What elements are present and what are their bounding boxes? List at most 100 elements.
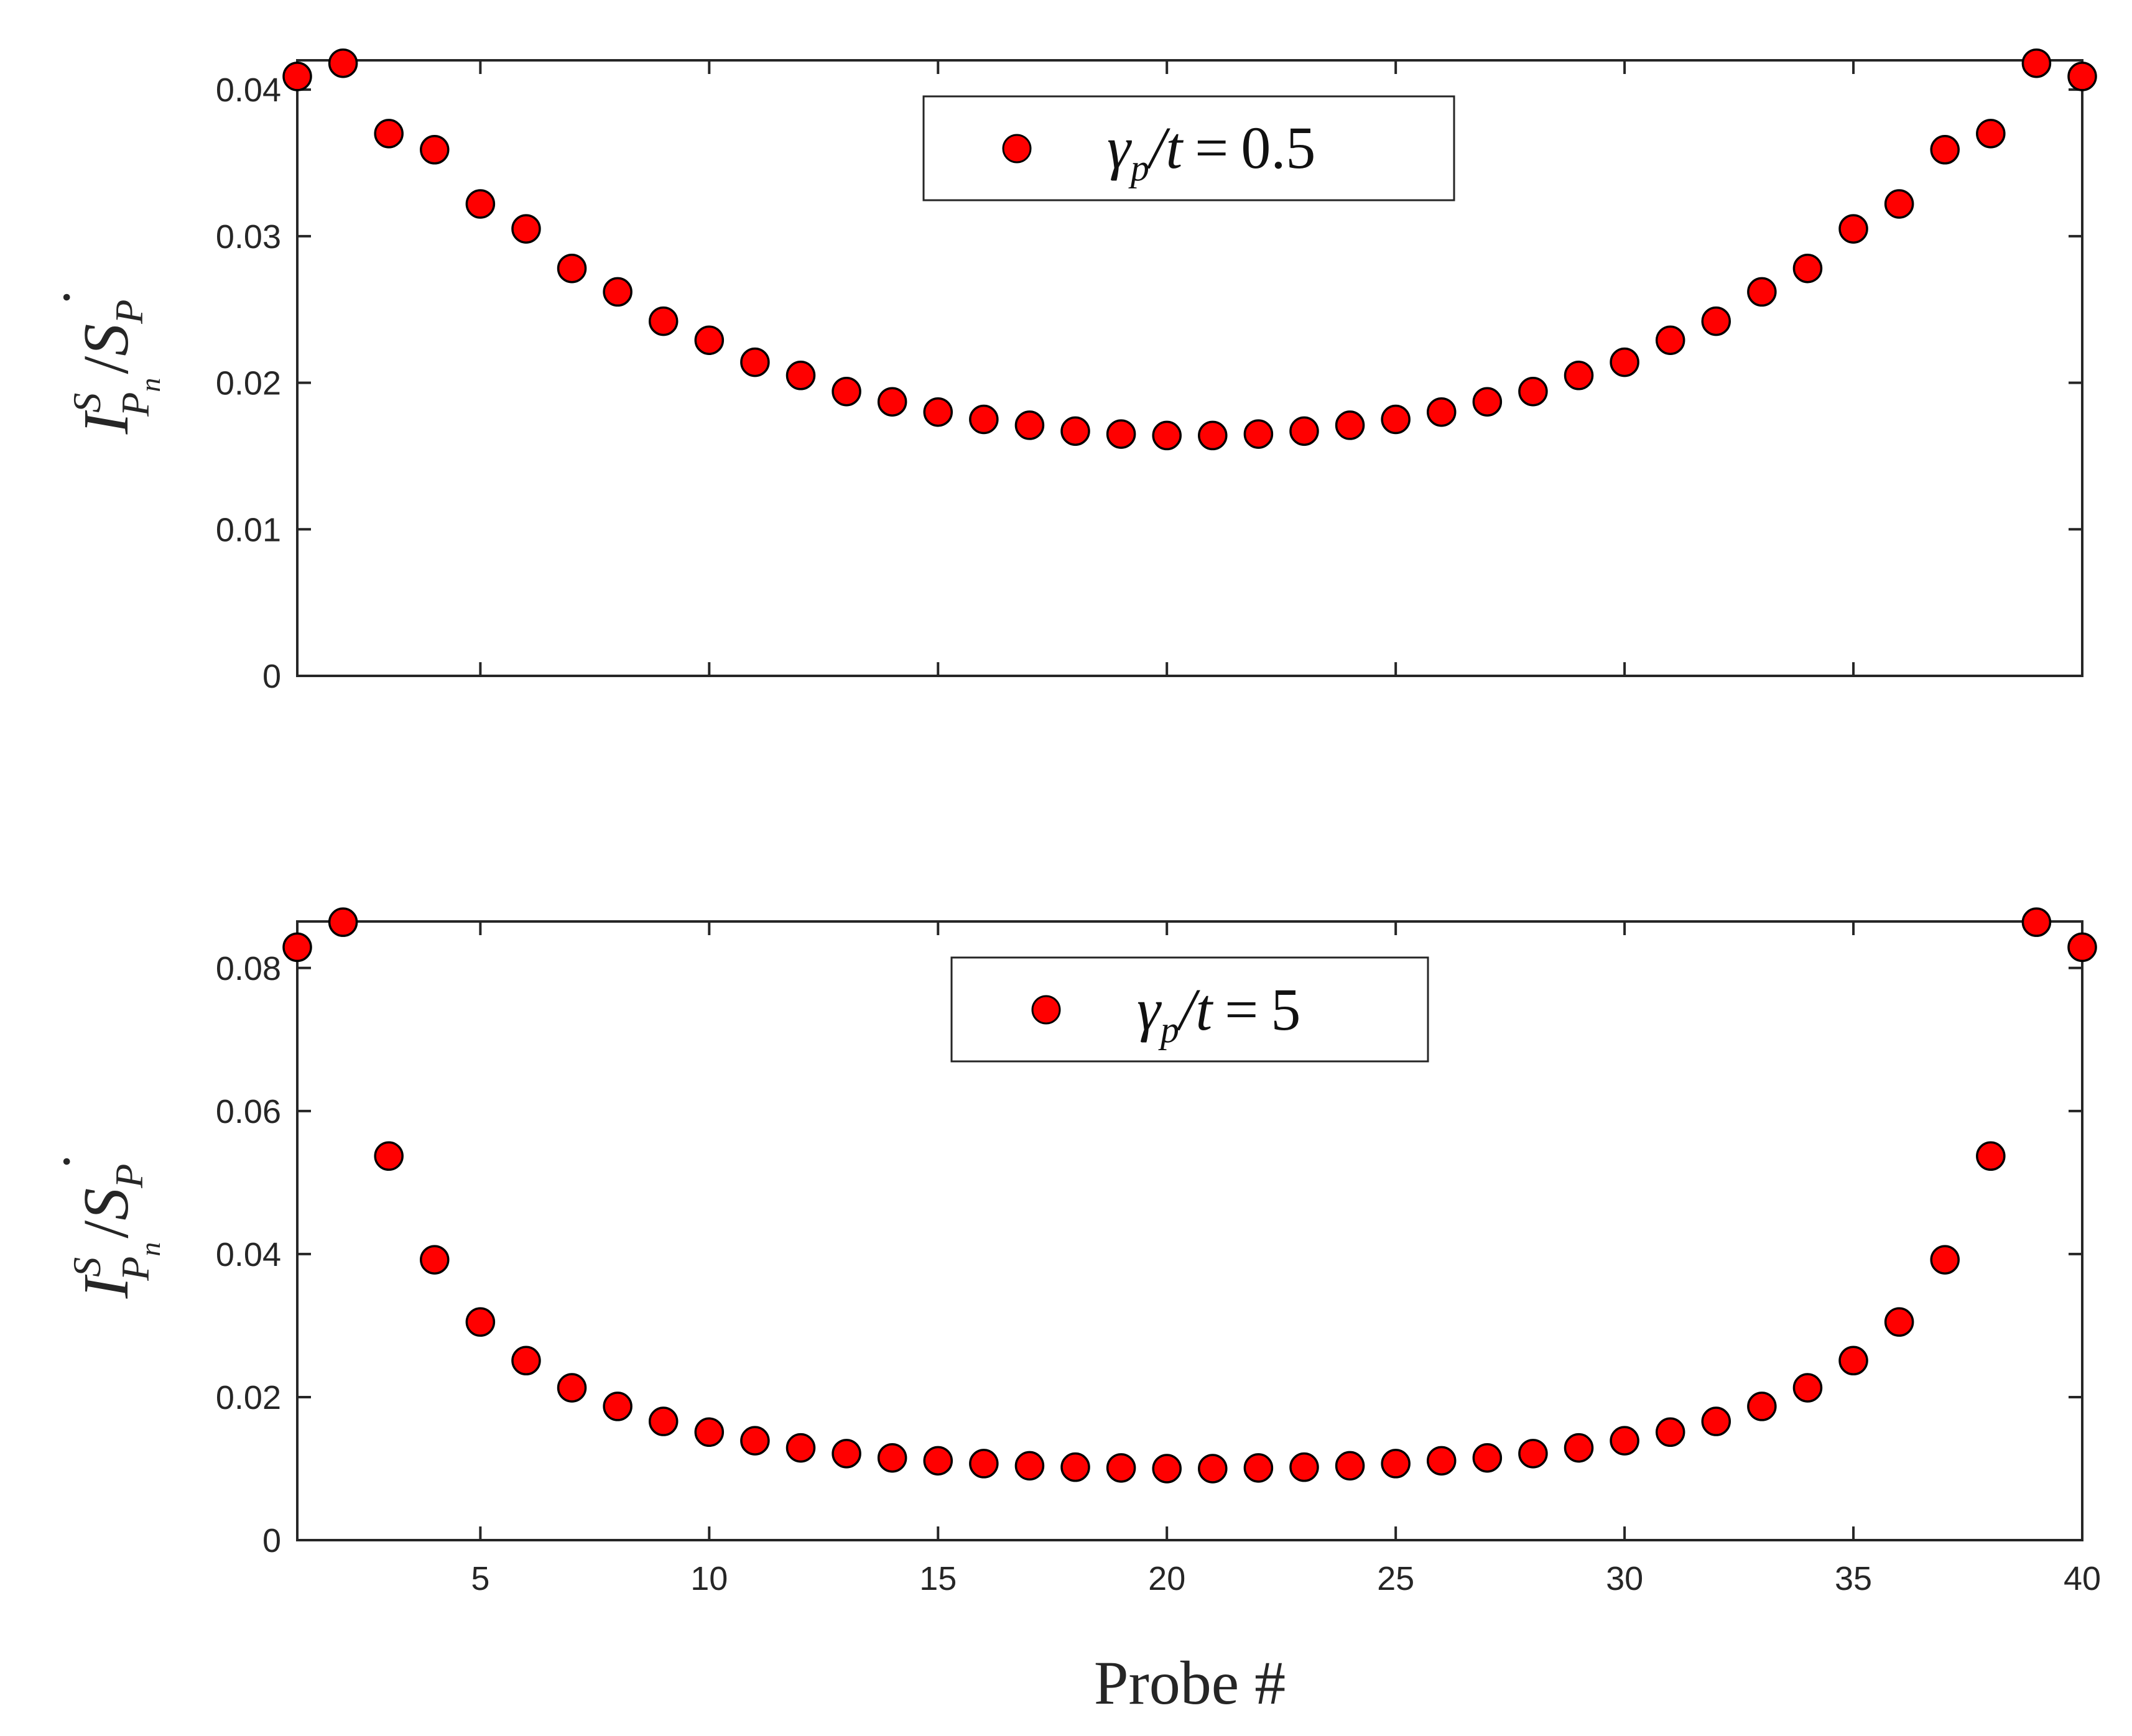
svg-text:γp/t=0.5: γp/t = 0.5 bbox=[1107, 114, 1315, 188]
bottom-data-point bbox=[1060, 1452, 1090, 1482]
top-data-point bbox=[1426, 397, 1457, 427]
bottom-data-point bbox=[603, 1392, 633, 1421]
bottom-legend-sub: p bbox=[1158, 1009, 1179, 1050]
top-data-point bbox=[1838, 214, 1868, 244]
bottom-xtick-label: 25 bbox=[1377, 1560, 1414, 1597]
bottom-data-point bbox=[2067, 932, 2097, 963]
bottom-legend: γp/t = 5 bbox=[950, 956, 1429, 1063]
top-legend-value: 0.5 bbox=[1241, 114, 1315, 181]
top-data-point bbox=[648, 306, 679, 336]
bottom-data-point bbox=[694, 1417, 725, 1447]
ylabel-slash: / bbox=[70, 1221, 142, 1239]
top-legend-symbol: γ bbox=[1107, 114, 1132, 181]
bottom-data-point bbox=[1747, 1392, 1777, 1421]
top-data-point bbox=[1976, 119, 2006, 149]
top-data-point bbox=[1381, 404, 1411, 435]
bottom-legend-box bbox=[950, 956, 1429, 1063]
top-data-point bbox=[1792, 253, 1823, 284]
bottom-data-point bbox=[1564, 1433, 1594, 1463]
bottom-xtick-label: 15 bbox=[919, 1560, 957, 1597]
bottom-data-point bbox=[465, 1307, 496, 1337]
bottom-xtick-label: 35 bbox=[1835, 1560, 1872, 1597]
bottom-xtick-label: 40 bbox=[2064, 1560, 2101, 1597]
top-data-point bbox=[694, 325, 725, 355]
ylabel-denom: S bbox=[70, 1188, 142, 1221]
bottom-data-point bbox=[2021, 907, 2052, 937]
bottom-data-point bbox=[1472, 1443, 1503, 1473]
top-points bbox=[282, 48, 2097, 451]
bottom-data-point bbox=[1655, 1417, 1685, 1447]
bottom-ytick-label: 0 bbox=[262, 1522, 281, 1559]
bottom-legend-value: 5 bbox=[1271, 976, 1300, 1043]
top-data-point bbox=[1701, 306, 1731, 336]
top-legend-rest: /t bbox=[1146, 114, 1184, 181]
ylabel-sub: P bbox=[113, 1257, 157, 1281]
bottom-ytick-label: 0.04 bbox=[216, 1236, 281, 1273]
top-legend-eq: = bbox=[1195, 114, 1228, 181]
bottom-data-point bbox=[1014, 1451, 1045, 1481]
ylabel-subsub: n bbox=[134, 1242, 166, 1257]
bottom-legend-symbol: γ bbox=[1137, 976, 1162, 1043]
ylabel-sub: P bbox=[113, 392, 157, 417]
top-data-point bbox=[328, 48, 358, 78]
bottom-data-point bbox=[1518, 1439, 1548, 1469]
top-data-point bbox=[1884, 189, 1914, 219]
bottom-data-point bbox=[1976, 1141, 2006, 1171]
bottom-data-point bbox=[923, 1446, 953, 1476]
bottom-data-point bbox=[282, 932, 312, 963]
bottom-data-point bbox=[1792, 1373, 1823, 1403]
top-data-point bbox=[832, 376, 861, 407]
bottom-data-point bbox=[648, 1406, 679, 1436]
ylabel-denom: S bbox=[70, 324, 142, 356]
top-ytick-label: 0.03 bbox=[216, 218, 281, 256]
bottom-data-point bbox=[420, 1245, 450, 1275]
top-data-point bbox=[1518, 376, 1548, 407]
top-ytick-label: 0.01 bbox=[216, 511, 281, 548]
bottom-data-point bbox=[1243, 1453, 1274, 1483]
x-axis-label: Probe # bbox=[1094, 1648, 1286, 1717]
bottom-data-point bbox=[1335, 1451, 1365, 1481]
top-data-point bbox=[1014, 410, 1045, 440]
top-data-point bbox=[1655, 325, 1685, 355]
top-data-point bbox=[511, 214, 541, 244]
ylabel-dot: · bbox=[36, 288, 98, 307]
bottom-legend-eq: = bbox=[1225, 976, 1258, 1043]
top-data-point bbox=[877, 387, 907, 417]
top-data-point bbox=[1289, 416, 1319, 446]
bottom-data-point bbox=[969, 1449, 999, 1479]
bottom-data-point bbox=[1198, 1454, 1228, 1484]
bottom-data-point bbox=[1884, 1307, 1914, 1337]
top-data-point bbox=[282, 62, 312, 91]
top-data-point bbox=[969, 404, 999, 435]
bottom-xtick-label: 30 bbox=[1606, 1560, 1643, 1597]
top-data-point bbox=[1335, 410, 1365, 440]
bottom-ytick-label: 0.02 bbox=[216, 1379, 281, 1416]
ylabel-dot: · bbox=[36, 1152, 98, 1171]
top-data-point bbox=[603, 277, 633, 307]
bottom-data-point bbox=[1426, 1446, 1457, 1476]
ylabel-denom-sub: P bbox=[107, 1164, 151, 1189]
top-data-point bbox=[1198, 420, 1228, 451]
top-data-point bbox=[923, 397, 953, 427]
top-data-point bbox=[2067, 62, 2097, 91]
top-data-point bbox=[374, 119, 404, 149]
top-data-point bbox=[1060, 416, 1090, 446]
bottom-data-point bbox=[786, 1433, 816, 1463]
bottom-xtick-label: 10 bbox=[690, 1560, 728, 1597]
top-legend-sub: p bbox=[1128, 147, 1149, 188]
bottom-xtick-label: 20 bbox=[1148, 1560, 1185, 1597]
top-data-point bbox=[1747, 277, 1777, 307]
top-data-point bbox=[1106, 419, 1136, 449]
top-data-point bbox=[1930, 135, 1960, 165]
bottom-data-point bbox=[740, 1426, 770, 1456]
top-data-point bbox=[465, 189, 496, 219]
bottom-data-point bbox=[1838, 1346, 1868, 1376]
bottom-ytick-label: 0.08 bbox=[216, 950, 281, 987]
bottom-data-point bbox=[1152, 1454, 1182, 1484]
top-ylabel: IS Pn/SP · bbox=[36, 288, 166, 435]
top-data-point bbox=[1243, 419, 1274, 449]
top-legend: γp/t = 0.5 bbox=[922, 95, 1455, 201]
top-data-point bbox=[740, 347, 770, 377]
